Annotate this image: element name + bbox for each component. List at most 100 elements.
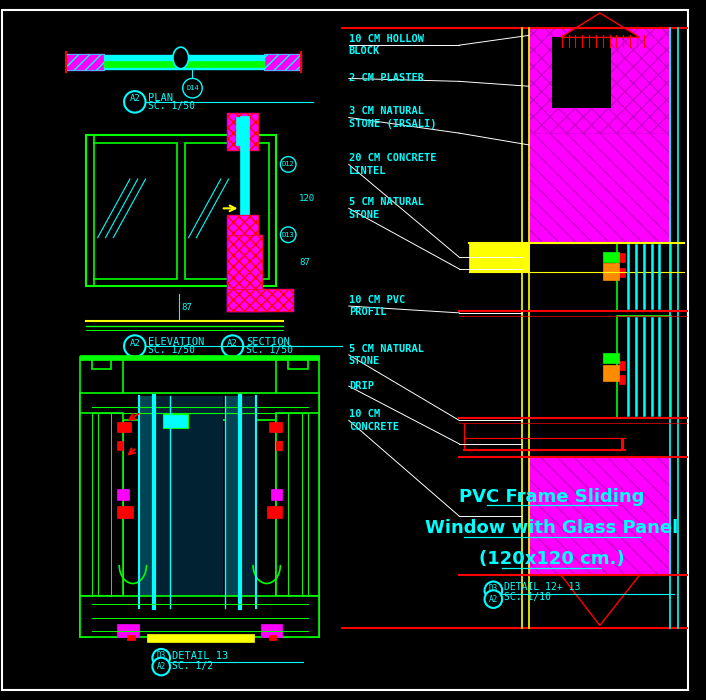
Bar: [163, 414, 188, 428]
Bar: [618, 316, 671, 419]
Bar: [240, 116, 249, 311]
Text: SC. 1/50: SC. 1/50: [148, 345, 196, 355]
Text: D3: D3: [157, 651, 166, 660]
Bar: [264, 54, 301, 69]
Bar: [603, 263, 619, 280]
Polygon shape: [277, 357, 319, 637]
Bar: [117, 489, 129, 500]
Text: SC. 1/50: SC. 1/50: [246, 345, 293, 355]
Bar: [117, 624, 138, 637]
Text: A2: A2: [129, 339, 140, 348]
Text: DETAIL 13: DETAIL 13: [172, 651, 228, 661]
Circle shape: [124, 91, 145, 113]
Bar: [227, 289, 293, 311]
Text: DETAIL 12+ 13: DETAIL 12+ 13: [504, 582, 580, 592]
Bar: [80, 596, 319, 637]
Bar: [529, 458, 670, 575]
Bar: [529, 27, 670, 133]
Bar: [80, 393, 319, 420]
Polygon shape: [80, 357, 123, 637]
Bar: [117, 441, 123, 449]
Text: ELEVATION: ELEVATION: [148, 337, 205, 347]
Bar: [66, 54, 104, 69]
Bar: [270, 489, 282, 500]
Text: 120: 120: [299, 194, 315, 203]
Circle shape: [484, 582, 502, 599]
Bar: [619, 360, 626, 370]
Polygon shape: [464, 424, 623, 449]
Bar: [264, 54, 301, 69]
Circle shape: [280, 227, 296, 242]
Bar: [261, 624, 282, 637]
Bar: [529, 27, 670, 133]
Bar: [227, 215, 258, 235]
Text: PLAN: PLAN: [148, 93, 174, 103]
Circle shape: [124, 335, 145, 357]
Bar: [127, 636, 135, 640]
Text: (120x120 cm.): (120x120 cm.): [479, 550, 625, 568]
Bar: [227, 215, 258, 235]
Text: 10 CM HOLLOW
BLOCK: 10 CM HOLLOW BLOCK: [349, 34, 424, 57]
Circle shape: [183, 78, 202, 98]
Text: 5 CM NATURAL
STONE: 5 CM NATURAL STONE: [349, 344, 424, 366]
Circle shape: [280, 157, 296, 172]
Bar: [619, 268, 626, 277]
Bar: [277, 412, 319, 596]
Bar: [465, 439, 621, 449]
Bar: [80, 412, 123, 596]
Bar: [603, 252, 619, 262]
Bar: [552, 37, 611, 108]
Bar: [227, 113, 258, 150]
Text: 10 CM PVC
PROFIL: 10 CM PVC PROFIL: [349, 295, 405, 317]
Bar: [603, 365, 619, 382]
Circle shape: [152, 649, 170, 666]
Circle shape: [152, 658, 170, 676]
Bar: [227, 113, 258, 150]
Circle shape: [222, 335, 244, 357]
Bar: [140, 396, 153, 606]
Bar: [529, 458, 670, 575]
Polygon shape: [561, 13, 640, 37]
Bar: [529, 133, 670, 242]
Bar: [156, 396, 222, 606]
Text: SECTION: SECTION: [246, 337, 290, 347]
Bar: [86, 135, 277, 286]
Text: 87: 87: [181, 302, 193, 312]
Text: 87: 87: [299, 258, 310, 267]
Text: 2 CM PLASTER: 2 CM PLASTER: [349, 74, 424, 83]
Text: 10 CM
CONCRETE: 10 CM CONCRETE: [349, 409, 399, 431]
Bar: [619, 375, 626, 384]
Text: 20 CM CONCRETE
LINTEL: 20 CM CONCRETE LINTEL: [349, 153, 436, 176]
Bar: [227, 289, 293, 311]
Bar: [104, 55, 264, 69]
Text: SC. 1/10: SC. 1/10: [504, 592, 551, 602]
Bar: [227, 234, 262, 311]
Bar: [529, 133, 670, 242]
Bar: [269, 636, 277, 640]
Bar: [603, 353, 619, 363]
Bar: [66, 54, 104, 69]
Text: PVC Frame Sliding: PVC Frame Sliding: [460, 487, 645, 505]
Bar: [185, 143, 269, 279]
Text: D14: D14: [186, 85, 199, 91]
Bar: [277, 441, 282, 449]
Text: DRIP: DRIP: [349, 381, 373, 391]
Text: 5 CM NATURAL
STONE: 5 CM NATURAL STONE: [349, 197, 424, 220]
Ellipse shape: [173, 47, 189, 69]
Bar: [267, 506, 282, 518]
Text: D12: D12: [282, 162, 294, 167]
Bar: [94, 143, 176, 279]
Bar: [469, 242, 529, 272]
Text: SC. 1/2: SC. 1/2: [172, 661, 213, 671]
Circle shape: [484, 590, 502, 608]
Bar: [618, 242, 671, 311]
Bar: [619, 253, 626, 262]
Bar: [269, 422, 282, 432]
Text: A2: A2: [129, 94, 140, 104]
Bar: [117, 422, 131, 432]
Text: 3 CM NATURAL
STONE (IRSALI): 3 CM NATURAL STONE (IRSALI): [349, 106, 436, 129]
Text: A2: A2: [157, 662, 166, 671]
Polygon shape: [561, 575, 640, 626]
Bar: [227, 234, 262, 311]
Bar: [104, 61, 264, 66]
